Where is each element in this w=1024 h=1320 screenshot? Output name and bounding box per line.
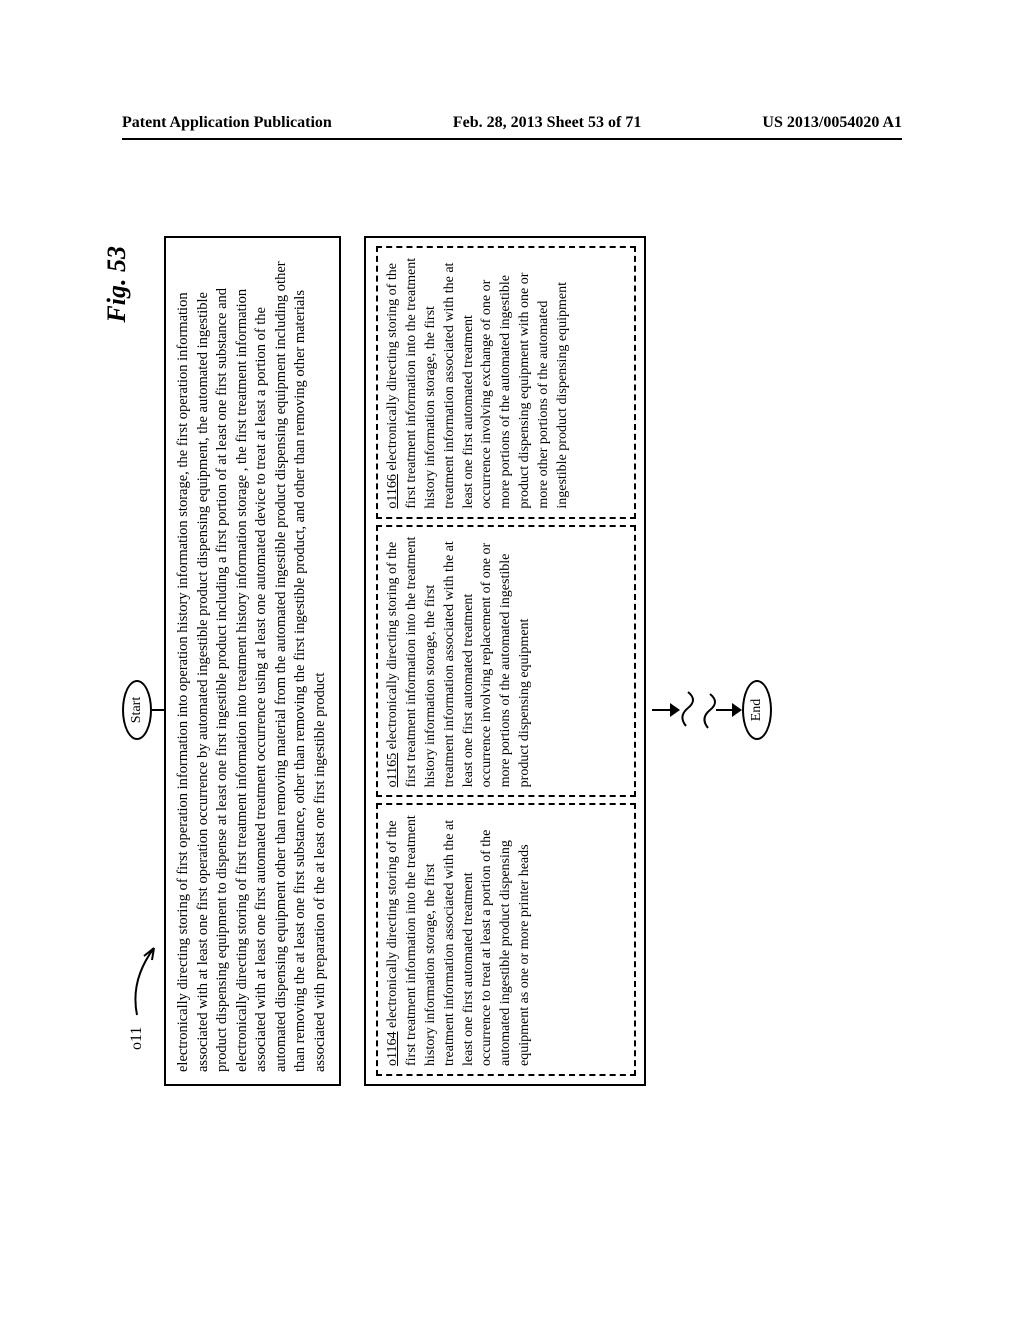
header-divider [122,138,902,140]
start-connector [152,709,164,711]
header-left: Patent Application Publication [122,114,332,132]
arrowhead-1 [670,703,680,717]
header-right: US 2013/0054020 A1 [762,114,902,132]
figure-rotated-wrap: Fig. 53 o11 Start electronically directi… [102,210,922,1110]
figure-reference-number: o11 [128,1027,146,1050]
figure-content: Fig. 53 o11 Start electronically directi… [102,210,922,1110]
substeps-box: o1164 electronically directing storing o… [364,236,646,1086]
end-connector-1 [652,709,672,711]
substep-2-body: electronically directing storing of the … [385,537,532,788]
substep-3-ref: o1166 [385,474,400,508]
continuation-break-icon [680,690,716,730]
page: Patent Application Publication Feb. 28, … [0,0,1024,1320]
end-label: End [749,699,765,722]
substep-2-ref: o1165 [385,753,400,787]
page-header: Patent Application Publication Feb. 28, … [122,114,902,132]
substep-1-body: electronically directing storing of the … [385,815,532,1066]
substep-1: o1164 electronically directing storing o… [376,803,636,1076]
figure-title: Fig. 53 [102,246,132,323]
main-step-box: electronically directing storing of firs… [164,236,341,1086]
start-node: Start [122,680,152,740]
substep-2: o1165 electronically directing storing o… [376,525,636,798]
substep-3: o1166 electronically directing storing o… [376,246,636,519]
header-center: Feb. 28, 2013 Sheet 53 of 71 [453,114,641,132]
start-label: Start [129,697,145,723]
arrowhead-2 [732,703,742,717]
substep-3-body: electronically directing storing of the … [385,258,570,509]
reference-arrow [132,940,162,1020]
end-node: End [742,680,772,740]
main-step-text: electronically directing storing of firs… [175,261,328,1072]
substep-1-ref: o1164 [385,1032,400,1066]
